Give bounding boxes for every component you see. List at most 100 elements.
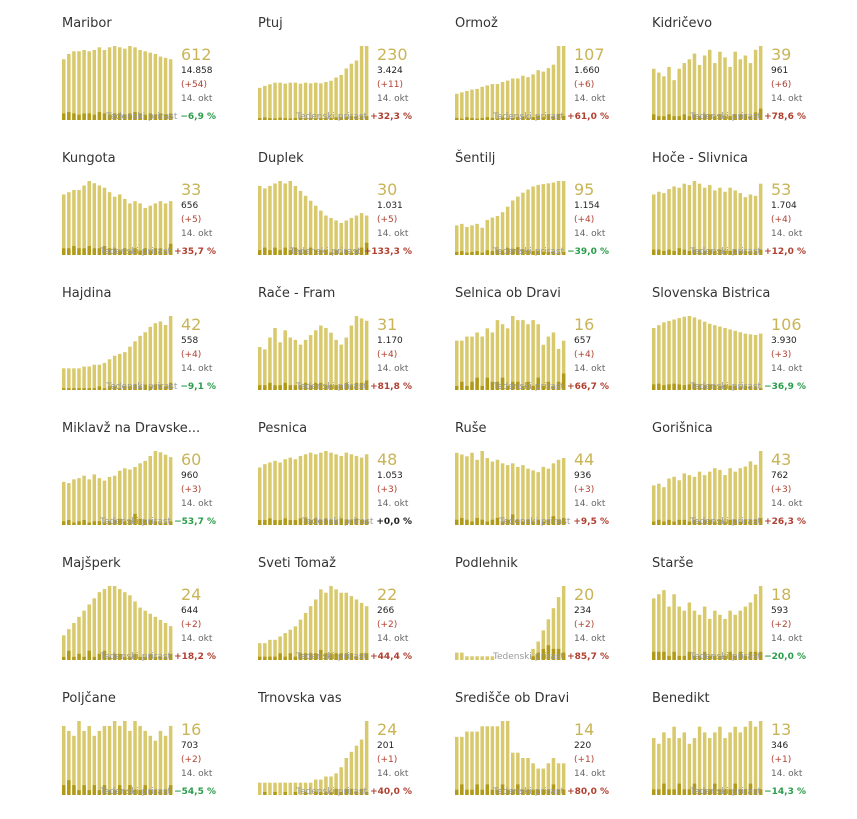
active-bar [551,463,556,525]
daily-change-value: (+3) [771,350,792,360]
active-bar [738,193,743,255]
new-case-bar [728,651,732,660]
active-bar [62,725,66,795]
active-bar [561,181,566,255]
active-bar [118,589,122,660]
municipality-card: Ruše 44 936 (+3) 14. okt Tedenski prirast +9,5… [455,421,635,549]
new-case-bar [123,521,127,525]
active-bar [67,629,71,660]
active-bar [465,336,469,390]
new-case-bar [541,251,546,255]
new-case-bar [723,655,727,660]
new-case-bar [551,648,556,660]
active-bar [490,332,495,390]
new-case-bar [480,519,484,525]
new-case-bar [168,785,173,795]
date-label: 14. okt [377,364,409,374]
new-case-bar [511,789,515,795]
new-case-bar [748,250,753,255]
active-bar [475,656,479,660]
active-bar [339,222,343,255]
active-bar [258,185,262,255]
new-case-bar [87,388,91,390]
active-bar [657,72,661,120]
active-bar [123,721,127,795]
active-bar [67,730,71,795]
weekly-growth: Tedenski prirast −54,5 % [100,787,216,797]
new-case-bar [546,114,551,120]
new-case-bar [339,653,343,660]
active-bar [319,779,323,795]
new-case-bar [500,250,505,255]
new-case-bar [723,789,727,795]
active-bar [293,626,298,660]
active-bar [460,736,464,795]
new-case-bar [339,252,343,255]
active-bar [67,53,71,120]
new-case-bar [364,116,369,120]
new-case-bar [758,518,763,525]
new-case-bar [505,247,510,255]
daily-change-value: (+4) [574,215,595,225]
municipality-name: Ruše [455,421,487,436]
new-case-bar [728,116,732,120]
active-bar [672,80,676,120]
new-case-bar [67,780,71,795]
new-case-bar [278,653,282,660]
daily-change-value: (+1) [574,755,595,765]
new-case-bar [158,656,163,660]
new-case-bar [324,250,328,255]
active-bar [354,455,359,525]
active-bar [138,203,142,255]
active-bar [87,604,91,660]
active-bar [551,182,556,255]
active-bar [713,63,717,120]
active-bar [500,212,505,255]
new-case-bar [118,653,122,660]
active-cases-value: 44 [574,450,595,469]
new-case-bar [72,246,76,255]
new-case-bar [672,250,676,255]
new-case-bar [526,250,530,255]
new-case-bar [118,250,122,255]
total-cases-value: 1.154 [574,201,600,211]
weekly-growth-value: −14,3 % [764,787,806,797]
new-case-bar [531,385,535,390]
active-bar [329,586,333,660]
new-case-bar [738,114,743,120]
new-case-bar [87,522,91,525]
new-case-bar [652,789,656,795]
new-case-bar [143,785,147,795]
new-case-bar [511,381,515,390]
new-case-bar [329,118,333,120]
active-bar [692,476,697,525]
weekly-growth-value: +32,3 % [370,112,412,122]
new-case-bar [334,250,338,255]
active-bar [511,752,515,795]
active-bar [82,610,86,660]
active-bar [288,181,293,255]
new-case-bar [516,381,520,390]
active-bar [163,623,168,660]
new-case-bar [324,117,328,120]
new-case-bar [753,250,758,255]
new-case-bar [561,373,566,390]
new-case-bar [551,116,556,120]
active-bar [153,451,158,525]
active-bar [723,57,727,120]
weekly-growth-label: Tedenski prirast [493,382,565,392]
new-case-bar [293,520,298,525]
date-label: 14. okt [574,364,606,374]
active-bar [87,51,91,120]
new-case-bar [743,655,748,660]
active-bar [465,226,469,255]
active-bar [662,487,666,525]
new-case-bar [62,248,66,255]
active-bar [283,633,287,660]
new-case-bar [490,381,495,390]
new-case-bar [72,656,76,660]
new-case-bar [263,247,267,255]
new-case-bar [77,248,81,255]
active-bar [713,468,717,525]
weekly-growth-value: −6,9 % [180,112,216,122]
